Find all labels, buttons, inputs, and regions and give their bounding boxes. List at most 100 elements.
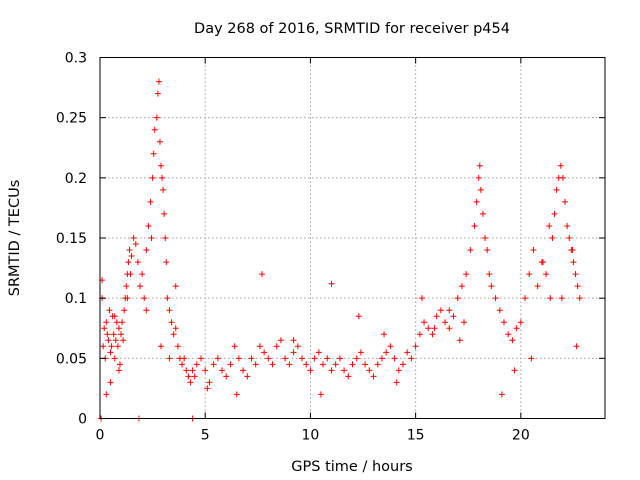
- y-tick-label: 0: [78, 412, 87, 428]
- chart-title: Day 268 of 2016, SRMTID for receiver p45…: [194, 21, 510, 37]
- data-point: [108, 343, 115, 350]
- data-point: [501, 319, 507, 326]
- data-point: [149, 174, 156, 181]
- data-point: [126, 247, 133, 254]
- data-point: [128, 253, 135, 260]
- data-point: [418, 295, 425, 302]
- data-point: [477, 186, 484, 193]
- data-point: [103, 391, 110, 398]
- data-point: [145, 222, 152, 229]
- data-point: [463, 271, 470, 278]
- data-point: [345, 373, 352, 380]
- x-tick-label: 5: [201, 428, 210, 444]
- data-point: [141, 295, 148, 302]
- data-point: [475, 174, 482, 181]
- data-point: [155, 78, 162, 85]
- data-point: [187, 379, 194, 386]
- data-point: [353, 355, 360, 362]
- data-point: [393, 379, 400, 386]
- data-point: [134, 259, 141, 266]
- data-point: [341, 367, 348, 374]
- data-point: [315, 349, 322, 356]
- data-point: [574, 283, 581, 290]
- data-point: [562, 198, 569, 205]
- y-tick-label: 0.3: [65, 51, 87, 67]
- data-point: [143, 247, 150, 254]
- data-point: [416, 331, 423, 338]
- data-point: [570, 259, 577, 266]
- data-point: [277, 337, 284, 344]
- data-point: [166, 307, 173, 314]
- data-point: [336, 355, 343, 362]
- data-point: [164, 295, 171, 302]
- x-axis-title: GPS time / hours: [291, 459, 412, 475]
- data-point: [154, 90, 161, 97]
- data-point: [124, 295, 131, 302]
- data-point: [240, 367, 247, 374]
- data-point: [204, 385, 211, 392]
- data-point: [115, 325, 122, 332]
- data-point: [210, 361, 217, 368]
- data-point: [183, 367, 190, 374]
- data-point: [400, 361, 406, 368]
- data-point: [148, 235, 155, 241]
- data-point: [572, 271, 579, 278]
- data-point: [546, 222, 553, 229]
- data-point: [299, 355, 305, 362]
- data-point: [307, 367, 314, 374]
- data-point: [114, 343, 121, 350]
- data-point: [387, 343, 394, 350]
- data-point: [357, 349, 364, 356]
- data-point: [265, 355, 272, 362]
- data-point: [172, 283, 179, 290]
- data-point: [151, 126, 158, 133]
- data-point: [433, 313, 440, 320]
- data-point: [290, 337, 297, 344]
- data-point: [513, 325, 520, 332]
- data-point: [111, 313, 118, 320]
- data-point: [136, 283, 143, 290]
- data-point: [107, 379, 114, 386]
- data-point: [219, 367, 226, 374]
- data-point: [391, 355, 398, 362]
- data-point: [492, 295, 499, 302]
- data-point: [431, 325, 438, 332]
- data-point: [458, 283, 465, 290]
- data-point: [429, 331, 436, 338]
- data-point: [317, 391, 324, 398]
- data-point: [116, 361, 123, 368]
- data-point: [456, 337, 463, 344]
- data-point: [159, 174, 166, 181]
- data-point: [437, 307, 444, 314]
- data-point: [566, 235, 573, 241]
- data-point: [467, 247, 474, 254]
- data-point: [100, 343, 107, 350]
- x-tick-label: 10: [302, 428, 320, 444]
- data-point: [101, 325, 108, 332]
- data-point: [244, 373, 251, 380]
- data-point: [160, 186, 167, 193]
- data-point: [320, 361, 327, 368]
- data-point: [332, 361, 339, 368]
- data-point: [569, 247, 576, 254]
- data-point: [559, 174, 566, 181]
- data-point: [526, 271, 533, 278]
- data-point: [355, 313, 362, 320]
- data-point: [118, 331, 125, 338]
- data-point: [269, 361, 276, 368]
- data-point: [558, 295, 565, 302]
- data-point: [127, 271, 134, 278]
- data-point: [112, 337, 119, 344]
- data-point: [374, 361, 381, 368]
- data-point: [153, 114, 160, 121]
- data-point: [115, 367, 122, 374]
- data-point: [162, 235, 169, 241]
- data-point: [290, 349, 297, 356]
- data-point: [286, 361, 293, 368]
- data-point: [509, 337, 516, 344]
- data-point: [252, 361, 259, 368]
- data-point: [496, 307, 503, 314]
- data-point: [349, 361, 356, 368]
- data-point: [214, 355, 221, 362]
